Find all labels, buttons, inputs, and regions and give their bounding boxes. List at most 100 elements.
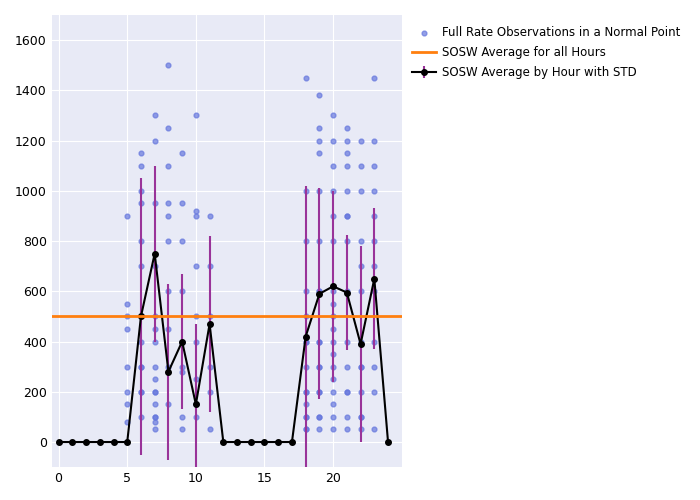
Full Rate Observations in a Normal Point — [135, 362, 146, 370]
Full Rate Observations in a Normal Point — [163, 237, 174, 245]
Full Rate Observations in a Normal Point — [176, 368, 188, 376]
Full Rate Observations in a Normal Point — [328, 187, 339, 195]
Full Rate Observations in a Normal Point — [342, 413, 353, 421]
Full Rate Observations in a Normal Point — [369, 187, 380, 195]
Full Rate Observations in a Normal Point — [204, 262, 215, 270]
Full Rate Observations in a Normal Point — [369, 212, 380, 220]
Full Rate Observations in a Normal Point — [314, 288, 325, 296]
Full Rate Observations in a Normal Point — [149, 388, 160, 396]
Full Rate Observations in a Normal Point — [300, 426, 312, 434]
Full Rate Observations in a Normal Point — [314, 362, 325, 370]
Full Rate Observations in a Normal Point — [355, 136, 366, 144]
Full Rate Observations in a Normal Point — [190, 338, 202, 345]
Full Rate Observations in a Normal Point — [342, 212, 353, 220]
Full Rate Observations in a Normal Point — [190, 112, 202, 120]
Full Rate Observations in a Normal Point — [163, 400, 174, 408]
Full Rate Observations in a Normal Point — [328, 162, 339, 170]
Full Rate Observations in a Normal Point — [342, 388, 353, 396]
Full Rate Observations in a Normal Point — [314, 338, 325, 345]
Full Rate Observations in a Normal Point — [314, 187, 325, 195]
Full Rate Observations in a Normal Point — [314, 388, 325, 396]
Full Rate Observations in a Normal Point — [342, 388, 353, 396]
Full Rate Observations in a Normal Point — [163, 124, 174, 132]
Full Rate Observations in a Normal Point — [328, 375, 339, 383]
Full Rate Observations in a Normal Point — [369, 288, 380, 296]
Full Rate Observations in a Normal Point — [204, 426, 215, 434]
Full Rate Observations in a Normal Point — [328, 388, 339, 396]
Full Rate Observations in a Normal Point — [328, 288, 339, 296]
Full Rate Observations in a Normal Point — [149, 388, 160, 396]
Full Rate Observations in a Normal Point — [300, 338, 312, 345]
Full Rate Observations in a Normal Point — [122, 388, 133, 396]
Full Rate Observations in a Normal Point — [300, 413, 312, 421]
Full Rate Observations in a Normal Point — [342, 426, 353, 434]
Full Rate Observations in a Normal Point — [190, 400, 202, 408]
Full Rate Observations in a Normal Point — [369, 426, 380, 434]
Full Rate Observations in a Normal Point — [314, 136, 325, 144]
Full Rate Observations in a Normal Point — [314, 237, 325, 245]
Full Rate Observations in a Normal Point — [176, 338, 188, 345]
Full Rate Observations in a Normal Point — [176, 413, 188, 421]
Full Rate Observations in a Normal Point — [135, 149, 146, 157]
Full Rate Observations in a Normal Point — [328, 325, 339, 333]
Full Rate Observations in a Normal Point — [314, 413, 325, 421]
Full Rate Observations in a Normal Point — [176, 426, 188, 434]
Full Rate Observations in a Normal Point — [135, 362, 146, 370]
Full Rate Observations in a Normal Point — [328, 413, 339, 421]
Full Rate Observations in a Normal Point — [163, 162, 174, 170]
Full Rate Observations in a Normal Point — [369, 338, 380, 345]
Full Rate Observations in a Normal Point — [190, 207, 202, 215]
Full Rate Observations in a Normal Point — [355, 162, 366, 170]
Full Rate Observations in a Normal Point — [149, 200, 160, 207]
Full Rate Observations in a Normal Point — [135, 187, 146, 195]
Full Rate Observations in a Normal Point — [300, 388, 312, 396]
Full Rate Observations in a Normal Point — [149, 362, 160, 370]
Full Rate Observations in a Normal Point — [163, 200, 174, 207]
Full Rate Observations in a Normal Point — [328, 300, 339, 308]
Full Rate Observations in a Normal Point — [149, 136, 160, 144]
Full Rate Observations in a Normal Point — [355, 187, 366, 195]
Full Rate Observations in a Normal Point — [300, 237, 312, 245]
Full Rate Observations in a Normal Point — [314, 288, 325, 296]
Full Rate Observations in a Normal Point — [314, 413, 325, 421]
Full Rate Observations in a Normal Point — [355, 362, 366, 370]
Full Rate Observations in a Normal Point — [204, 388, 215, 396]
Full Rate Observations in a Normal Point — [300, 388, 312, 396]
Full Rate Observations in a Normal Point — [122, 212, 133, 220]
Full Rate Observations in a Normal Point — [355, 288, 366, 296]
Full Rate Observations in a Normal Point — [314, 362, 325, 370]
Full Rate Observations in a Normal Point — [149, 418, 160, 426]
Full Rate Observations in a Normal Point — [369, 388, 380, 396]
Full Rate Observations in a Normal Point — [369, 74, 380, 82]
Full Rate Observations in a Normal Point — [176, 237, 188, 245]
Full Rate Observations in a Normal Point — [342, 149, 353, 157]
Full Rate Observations in a Normal Point — [190, 212, 202, 220]
Full Rate Observations in a Normal Point — [204, 312, 215, 320]
Full Rate Observations in a Normal Point — [149, 413, 160, 421]
Full Rate Observations in a Normal Point — [328, 426, 339, 434]
Full Rate Observations in a Normal Point — [190, 312, 202, 320]
Full Rate Observations in a Normal Point — [122, 400, 133, 408]
Full Rate Observations in a Normal Point — [135, 413, 146, 421]
Full Rate Observations in a Normal Point — [355, 426, 366, 434]
Full Rate Observations in a Normal Point — [328, 212, 339, 220]
Full Rate Observations in a Normal Point — [163, 325, 174, 333]
Full Rate Observations in a Normal Point — [149, 413, 160, 421]
Full Rate Observations in a Normal Point — [342, 124, 353, 132]
Full Rate Observations in a Normal Point — [355, 388, 366, 396]
Full Rate Observations in a Normal Point — [342, 212, 353, 220]
Full Rate Observations in a Normal Point — [355, 413, 366, 421]
Full Rate Observations in a Normal Point — [190, 262, 202, 270]
Full Rate Observations in a Normal Point — [314, 92, 325, 100]
Full Rate Observations in a Normal Point — [355, 413, 366, 421]
Full Rate Observations in a Normal Point — [163, 362, 174, 370]
SOSW Average for all Hours — [55, 314, 63, 320]
Full Rate Observations in a Normal Point — [163, 288, 174, 296]
Full Rate Observations in a Normal Point — [190, 375, 202, 383]
Full Rate Observations in a Normal Point — [300, 338, 312, 345]
Full Rate Observations in a Normal Point — [163, 212, 174, 220]
Full Rate Observations in a Normal Point — [149, 338, 160, 345]
Full Rate Observations in a Normal Point — [122, 325, 133, 333]
Full Rate Observations in a Normal Point — [328, 400, 339, 408]
Full Rate Observations in a Normal Point — [355, 262, 366, 270]
